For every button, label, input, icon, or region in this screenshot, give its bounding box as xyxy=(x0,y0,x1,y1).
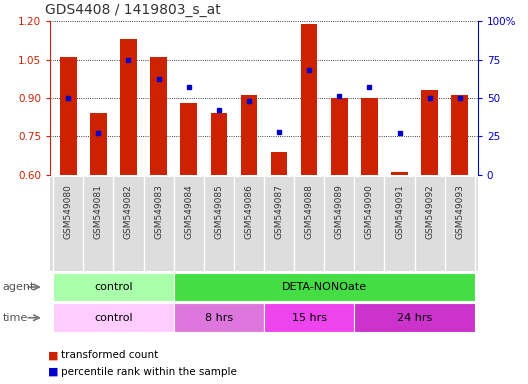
Text: GSM549081: GSM549081 xyxy=(94,184,103,239)
Bar xyxy=(120,39,137,175)
Bar xyxy=(150,57,167,175)
Text: GDS4408 / 1419803_s_at: GDS4408 / 1419803_s_at xyxy=(45,3,221,17)
Text: ■: ■ xyxy=(48,350,58,360)
Bar xyxy=(264,303,354,332)
Text: transformed count: transformed count xyxy=(61,350,158,360)
Text: GSM549086: GSM549086 xyxy=(244,184,253,239)
Bar xyxy=(53,303,174,332)
Bar xyxy=(301,24,317,175)
Text: 24 hrs: 24 hrs xyxy=(397,313,432,323)
Text: GSM549091: GSM549091 xyxy=(395,184,404,239)
Bar xyxy=(60,57,77,175)
Bar xyxy=(271,152,287,175)
Text: GSM549085: GSM549085 xyxy=(214,184,223,239)
Text: time: time xyxy=(3,313,28,323)
Text: GSM549090: GSM549090 xyxy=(365,184,374,239)
Bar xyxy=(53,273,174,301)
Bar xyxy=(391,172,408,175)
Text: control: control xyxy=(94,313,133,323)
Text: GSM549092: GSM549092 xyxy=(425,184,434,239)
Text: GSM549087: GSM549087 xyxy=(275,184,284,239)
Text: ■: ■ xyxy=(48,367,58,377)
Text: agent: agent xyxy=(3,282,35,292)
Bar xyxy=(331,98,347,175)
Bar xyxy=(354,303,475,332)
Text: GSM549083: GSM549083 xyxy=(154,184,163,239)
Text: control: control xyxy=(94,282,133,292)
Text: GSM549088: GSM549088 xyxy=(305,184,314,239)
Text: DETA-NONOate: DETA-NONOate xyxy=(281,282,367,292)
Text: 15 hrs: 15 hrs xyxy=(291,313,327,323)
Bar xyxy=(174,303,264,332)
Text: GSM549080: GSM549080 xyxy=(64,184,73,239)
Bar xyxy=(361,98,378,175)
Bar xyxy=(174,273,475,301)
Text: percentile rank within the sample: percentile rank within the sample xyxy=(61,367,237,377)
Bar xyxy=(181,103,197,175)
Text: GSM549093: GSM549093 xyxy=(455,184,464,239)
Bar xyxy=(90,113,107,175)
Text: GSM549084: GSM549084 xyxy=(184,184,193,239)
Text: GSM549082: GSM549082 xyxy=(124,184,133,239)
Bar xyxy=(421,90,438,175)
Text: GSM549089: GSM549089 xyxy=(335,184,344,239)
Text: 8 hrs: 8 hrs xyxy=(205,313,233,323)
Bar xyxy=(211,113,227,175)
Bar xyxy=(241,95,257,175)
Bar xyxy=(451,95,468,175)
